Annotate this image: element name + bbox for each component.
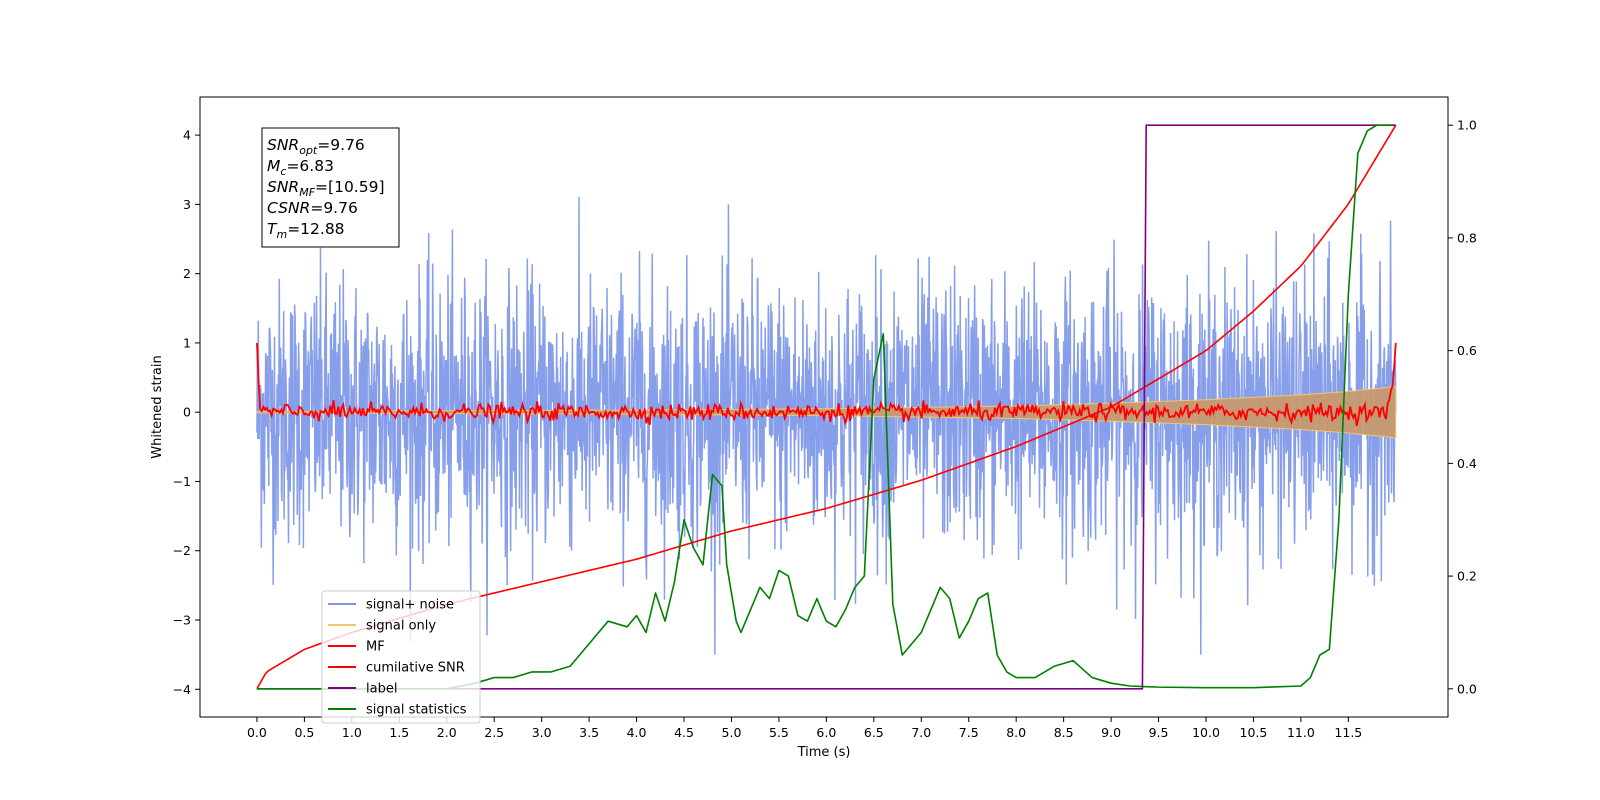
x-axis-label: Time (s) bbox=[797, 745, 851, 760]
x-tick-label: 0.0 bbox=[247, 725, 267, 740]
info-line: SNRopt=9.76 bbox=[267, 136, 365, 157]
y-right-tick-label: 0.6 bbox=[1457, 343, 1477, 358]
x-tick-label: 10.0 bbox=[1192, 725, 1220, 740]
y-left-tick-label: −3 bbox=[173, 613, 191, 628]
y-axis-label: Whitened strain bbox=[150, 355, 165, 458]
y-left-tick-label: −2 bbox=[173, 543, 191, 558]
info-line: SNRMF=[10.59] bbox=[267, 178, 385, 199]
legend-label: MF bbox=[366, 640, 385, 655]
info-line: Mc=6.83 bbox=[267, 157, 334, 178]
x-tick-label: 10.5 bbox=[1240, 725, 1268, 740]
legend-label: cumilative SNR bbox=[366, 661, 465, 676]
series-mf-line bbox=[256, 342, 1397, 427]
y-left-tick-label: −1 bbox=[173, 474, 191, 489]
legend-label: label bbox=[366, 682, 397, 697]
x-tick-label: 5.0 bbox=[722, 725, 742, 740]
y-left-tick-label: 0 bbox=[183, 405, 191, 420]
y-left-tick-label: 2 bbox=[183, 266, 191, 281]
legend-label: signal only bbox=[366, 619, 436, 634]
x-tick-label: 1.5 bbox=[389, 725, 409, 740]
y-right-tick-label: 0.2 bbox=[1457, 569, 1477, 584]
y-right-tick-label: 1.0 bbox=[1457, 118, 1477, 133]
x-tick-label: 11.0 bbox=[1287, 725, 1315, 740]
y-right-tick-label: 0.0 bbox=[1457, 681, 1477, 696]
x-axis: 0.0 0.5 1.0 1.5 2.0 2.5 3.0 3.5 4.0 4.5 5.0 5.5 6.0 6… bbox=[247, 717, 1362, 740]
series-signal-statistics-line bbox=[256, 124, 1392, 690]
x-tick-label: 4.0 bbox=[627, 725, 647, 740]
y-left-tick-label: −4 bbox=[173, 682, 191, 697]
x-tick-label: 0.5 bbox=[294, 725, 314, 740]
x-tick-label: 9.0 bbox=[1101, 725, 1121, 740]
legend: signal+ noise signal only MF cumilative SNR… bbox=[321, 590, 481, 724]
info-line: CSNR=9.76 bbox=[267, 199, 358, 217]
x-tick-label: 3.5 bbox=[579, 725, 599, 740]
x-tick-label: 11.5 bbox=[1334, 725, 1362, 740]
series-label-line bbox=[256, 124, 1396, 690]
x-tick-label: 8.0 bbox=[1006, 725, 1026, 740]
plot-frame bbox=[199, 96, 1449, 718]
x-tick-label: 9.5 bbox=[1149, 725, 1169, 740]
y-left-tick-label: 4 bbox=[183, 128, 191, 143]
x-tick-label: 2.0 bbox=[437, 725, 457, 740]
info-box-frame bbox=[261, 127, 400, 248]
x-tick-label: 4.5 bbox=[674, 725, 694, 740]
x-tick-label: 3.0 bbox=[532, 725, 552, 740]
x-tick-label: 6.0 bbox=[816, 725, 836, 740]
legend-label: signal statistics bbox=[366, 703, 467, 718]
y-left-tick-label: 1 bbox=[183, 335, 191, 350]
y-axis-left: −4 −3 −2 −1 0 1 2 3 4 bbox=[173, 128, 200, 697]
x-tick-label: 5.5 bbox=[769, 725, 789, 740]
legend-frame bbox=[321, 590, 481, 724]
y-axis-right: 0.0 0.2 0.4 0.6 0.8 1.0 bbox=[1448, 118, 1477, 696]
info-box: SNRopt=9.76Mc=6.83SNRMF=[10.59]CSNR=9.76… bbox=[261, 127, 400, 248]
legend-label: signal+ noise bbox=[366, 598, 454, 613]
y-right-tick-label: 0.4 bbox=[1457, 456, 1477, 471]
x-tick-label: 6.5 bbox=[864, 725, 884, 740]
x-tick-label: 8.5 bbox=[1054, 725, 1074, 740]
x-tick-label: 1.0 bbox=[342, 725, 362, 740]
info-line: Tm=12.88 bbox=[267, 220, 345, 241]
y-right-tick-label: 0.8 bbox=[1457, 230, 1477, 245]
y-left-tick-label: 3 bbox=[183, 197, 191, 212]
x-tick-label: 7.5 bbox=[959, 725, 979, 740]
x-tick-label: 2.5 bbox=[484, 725, 504, 740]
x-tick-label: 7.0 bbox=[911, 725, 931, 740]
